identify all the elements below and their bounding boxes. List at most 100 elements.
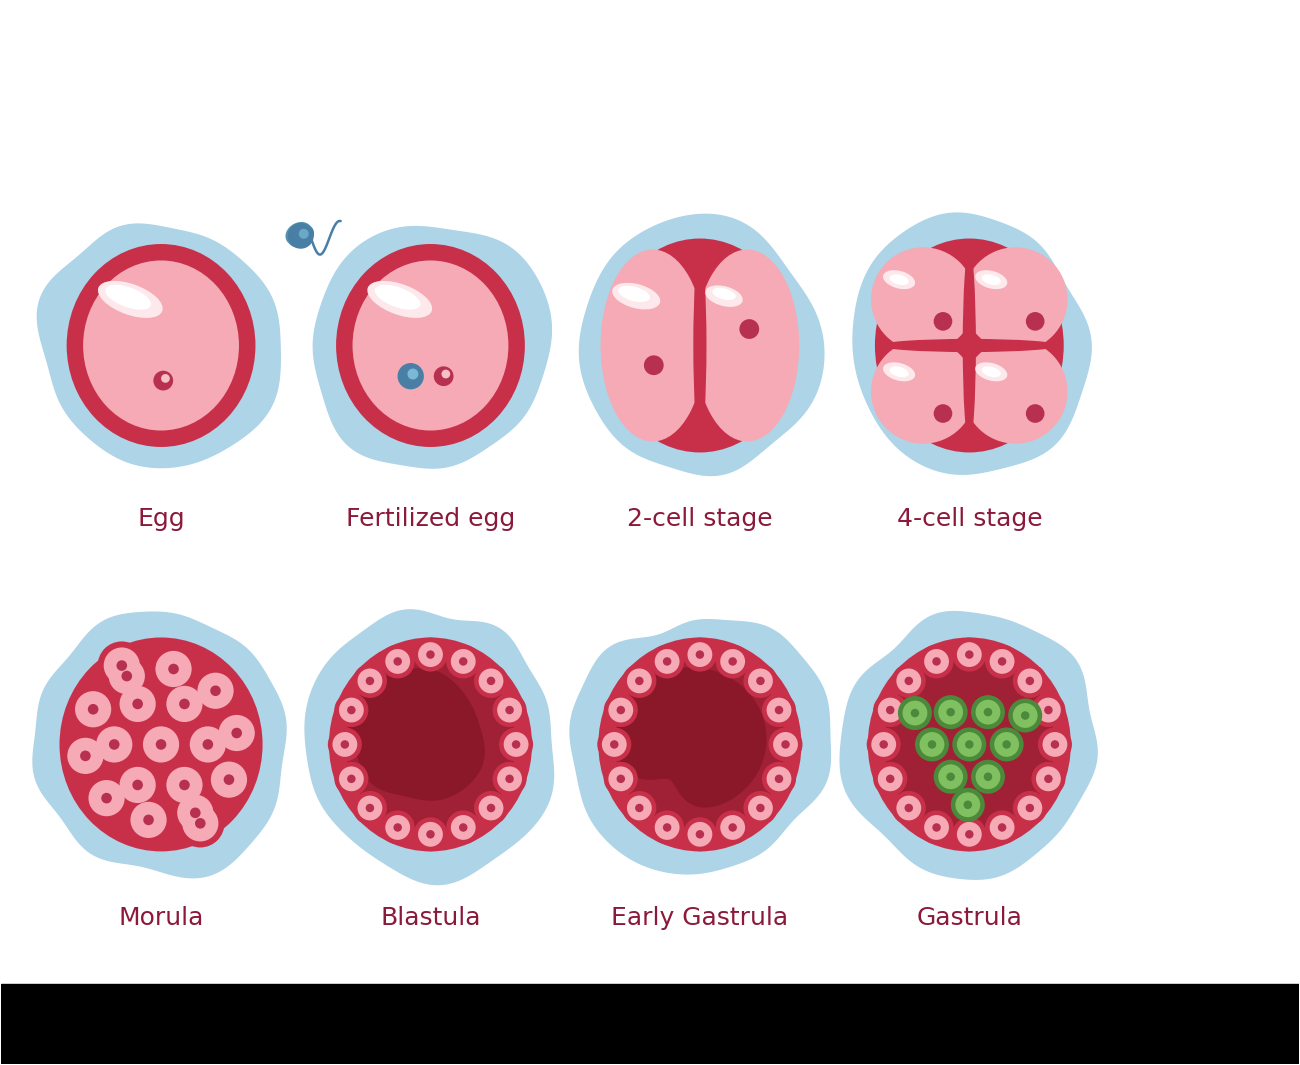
Circle shape xyxy=(636,676,643,685)
Circle shape xyxy=(762,761,796,796)
Circle shape xyxy=(203,739,213,750)
Circle shape xyxy=(153,371,173,391)
Circle shape xyxy=(939,765,963,789)
Ellipse shape xyxy=(868,638,1071,851)
Circle shape xyxy=(426,830,434,838)
Circle shape xyxy=(878,767,902,791)
Circle shape xyxy=(419,822,443,847)
Ellipse shape xyxy=(871,247,975,351)
Circle shape xyxy=(328,727,361,761)
Circle shape xyxy=(767,767,792,791)
Ellipse shape xyxy=(287,224,315,247)
Circle shape xyxy=(911,709,919,718)
Circle shape xyxy=(715,810,750,845)
Circle shape xyxy=(1020,711,1030,720)
Circle shape xyxy=(486,676,495,685)
Circle shape xyxy=(919,644,954,678)
Circle shape xyxy=(385,649,410,674)
Polygon shape xyxy=(580,214,824,475)
Circle shape xyxy=(365,804,374,813)
Polygon shape xyxy=(840,611,1097,880)
Circle shape xyxy=(130,802,166,838)
Circle shape xyxy=(212,709,261,757)
Circle shape xyxy=(104,648,140,684)
Circle shape xyxy=(965,740,974,749)
Circle shape xyxy=(1037,727,1072,761)
Circle shape xyxy=(965,830,974,838)
Text: 4-cell stage: 4-cell stage xyxy=(897,507,1043,530)
Circle shape xyxy=(166,767,203,803)
Ellipse shape xyxy=(884,654,1054,835)
Circle shape xyxy=(950,788,985,822)
Ellipse shape xyxy=(618,285,650,302)
Circle shape xyxy=(905,804,913,813)
Ellipse shape xyxy=(374,284,420,310)
Circle shape xyxy=(747,669,773,693)
Bar xyxy=(1,984,1299,1064)
Circle shape xyxy=(407,368,419,379)
Circle shape xyxy=(933,759,967,793)
Circle shape xyxy=(989,649,1014,674)
Circle shape xyxy=(688,822,712,847)
Ellipse shape xyxy=(963,248,976,443)
Ellipse shape xyxy=(982,275,1001,285)
Circle shape xyxy=(1036,767,1061,791)
Circle shape xyxy=(133,699,143,709)
Ellipse shape xyxy=(601,249,705,442)
Circle shape xyxy=(696,651,705,659)
Text: 2-cell stage: 2-cell stage xyxy=(627,507,772,530)
Circle shape xyxy=(358,796,382,820)
Circle shape xyxy=(775,706,783,715)
Ellipse shape xyxy=(889,275,909,285)
Circle shape xyxy=(117,660,127,671)
Circle shape xyxy=(933,405,953,423)
Circle shape xyxy=(339,698,364,722)
Circle shape xyxy=(381,810,415,845)
Circle shape xyxy=(61,732,109,780)
Circle shape xyxy=(1031,693,1066,727)
Circle shape xyxy=(874,693,907,727)
Circle shape xyxy=(224,774,234,785)
Circle shape xyxy=(928,740,936,749)
Circle shape xyxy=(190,807,200,818)
Circle shape xyxy=(172,789,220,837)
Ellipse shape xyxy=(329,638,532,851)
Circle shape xyxy=(478,669,503,693)
Ellipse shape xyxy=(606,239,794,453)
Circle shape xyxy=(339,767,364,791)
Circle shape xyxy=(924,649,949,674)
Circle shape xyxy=(347,706,356,715)
Ellipse shape xyxy=(871,340,975,444)
Circle shape xyxy=(177,794,213,831)
Circle shape xyxy=(597,727,632,761)
Circle shape xyxy=(451,649,476,674)
Circle shape xyxy=(720,815,745,840)
Circle shape xyxy=(333,732,358,757)
Circle shape xyxy=(608,767,633,791)
Circle shape xyxy=(231,727,242,738)
Circle shape xyxy=(98,641,146,690)
Circle shape xyxy=(603,693,638,727)
Circle shape xyxy=(88,780,125,816)
Circle shape xyxy=(168,663,179,674)
Circle shape xyxy=(919,732,944,757)
Circle shape xyxy=(190,726,226,763)
Circle shape xyxy=(394,657,402,666)
Circle shape xyxy=(96,726,133,763)
Circle shape xyxy=(989,727,1023,761)
Circle shape xyxy=(493,693,526,727)
Circle shape xyxy=(358,669,382,693)
Circle shape xyxy=(69,685,117,734)
Circle shape xyxy=(744,791,777,825)
Circle shape xyxy=(81,751,91,761)
Circle shape xyxy=(109,658,144,694)
Circle shape xyxy=(166,686,203,722)
Circle shape xyxy=(998,823,1006,832)
Circle shape xyxy=(1050,740,1060,749)
Circle shape xyxy=(757,804,764,813)
Circle shape xyxy=(1026,804,1034,813)
Circle shape xyxy=(459,657,468,666)
Circle shape xyxy=(133,780,143,790)
Circle shape xyxy=(1009,699,1043,733)
Circle shape xyxy=(299,229,308,239)
